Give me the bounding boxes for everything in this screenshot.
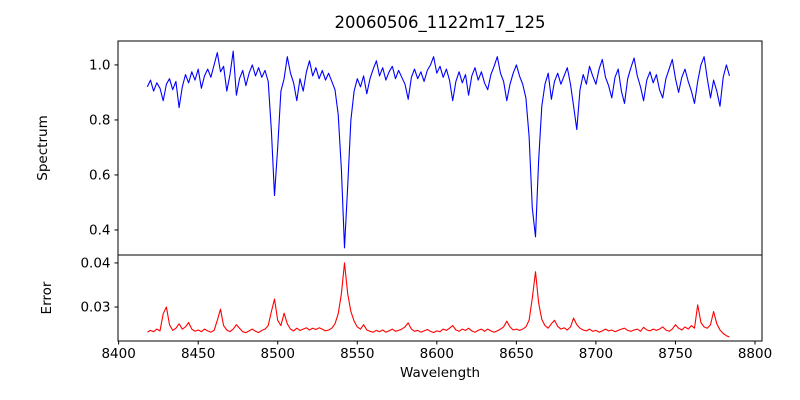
spectrum-y-tick-label: 0.6: [89, 167, 110, 183]
error-y-tick-label: 0.03: [80, 300, 110, 316]
y-axis-label-spectrum: Spectrum: [35, 115, 51, 180]
x-tick-label: 8400: [101, 346, 135, 362]
spectrum-line: [146, 50, 731, 249]
spectrum-axes-frame: [117, 40, 763, 256]
x-tick-label: 8650: [499, 346, 533, 362]
x-tick-label: 8550: [340, 346, 374, 362]
y-axis-label-error: Error: [39, 281, 55, 314]
error-axes-frame: [117, 254, 763, 342]
x-axis-label: Wavelength: [400, 365, 480, 381]
x-tick-label: 8700: [579, 346, 613, 362]
x-tick-label: 8450: [181, 346, 215, 362]
x-tick-label: 8800: [738, 346, 772, 362]
spectrum-y-tick-label: 0.4: [89, 222, 110, 238]
error-y-tick-label: 0.04: [80, 255, 110, 271]
spectrum-y-tick-label: 0.8: [89, 112, 110, 128]
plot-area: 0.4 0.6 0.8 1.0 0.03 0.04 8400 8450 8500 8550 8600…: [80, 40, 772, 362]
chart-title: 20060506_1122m17_125: [334, 13, 545, 33]
x-tick-label: 8750: [658, 346, 692, 362]
error-line: [147, 262, 730, 338]
x-tick-label: 8500: [261, 346, 295, 362]
spectrum-y-tick-label: 1.0: [89, 57, 110, 73]
x-tick-label: 8600: [420, 346, 454, 362]
